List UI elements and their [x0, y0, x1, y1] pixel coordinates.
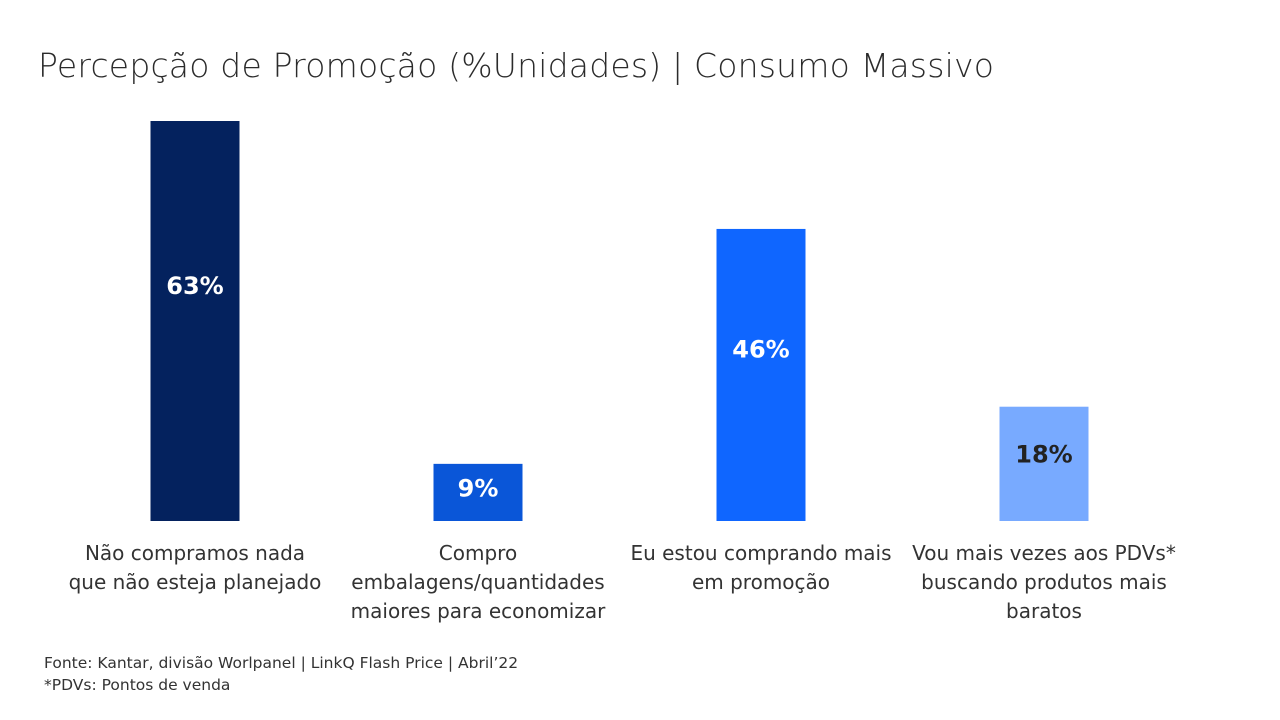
- category-label-3: Eu estou comprando mais em promoção: [630, 541, 891, 594]
- data-label-4: 18%: [1015, 441, 1072, 469]
- data-label-1: 63%: [166, 272, 223, 300]
- bar-4: [999, 406, 1089, 521]
- bar-2: [433, 463, 523, 521]
- data-labels-group: 63% 9% 46% 18%: [166, 272, 1072, 502]
- data-label-3: 46%: [732, 336, 789, 364]
- bar-3: [716, 228, 806, 521]
- category-label-line: Não compramos nada: [85, 541, 305, 565]
- chart-title: Percepção de Promoção (%Unidades) | Cons…: [38, 46, 995, 85]
- footer: Fonte: Kantar, divisão Worlpanel | LinkQ…: [44, 652, 518, 696]
- pdv-footnote: *PDVs: Pontos de venda: [44, 676, 231, 694]
- source-note: Fonte: Kantar, divisão Worlpanel | LinkQ…: [44, 654, 519, 672]
- category-label-line: baratos: [1006, 599, 1082, 623]
- category-label-line: embalagens/quantidades: [351, 570, 604, 594]
- category-label-line: maiores para economizar: [351, 599, 606, 623]
- bars-group: [150, 121, 1089, 521]
- category-label-line: que não esteja planejado: [69, 570, 322, 594]
- category-label-line: em promoção: [692, 570, 830, 594]
- category-labels-group: Não compramos nada que não esteja planeja…: [69, 541, 1176, 623]
- category-label-line: Vou mais vezes aos PDVs*: [912, 541, 1176, 565]
- category-label-2: Compro embalagens/quantidades maiores para…: [351, 541, 606, 623]
- bar-chart: 63% 9% 46% 18% Não compramos nada que não es…: [69, 121, 1176, 623]
- category-label-line: buscando produtos mais: [921, 570, 1167, 594]
- category-label-1: Não compramos nada que não esteja planeja…: [69, 541, 322, 594]
- category-label-line: Eu estou comprando mais: [630, 541, 891, 565]
- category-label-line: Compro: [439, 541, 517, 565]
- category-label-4: Vou mais vezes aos PDVs* buscando produto…: [912, 541, 1176, 623]
- bar-1: [150, 121, 240, 521]
- data-label-2: 9%: [458, 474, 499, 502]
